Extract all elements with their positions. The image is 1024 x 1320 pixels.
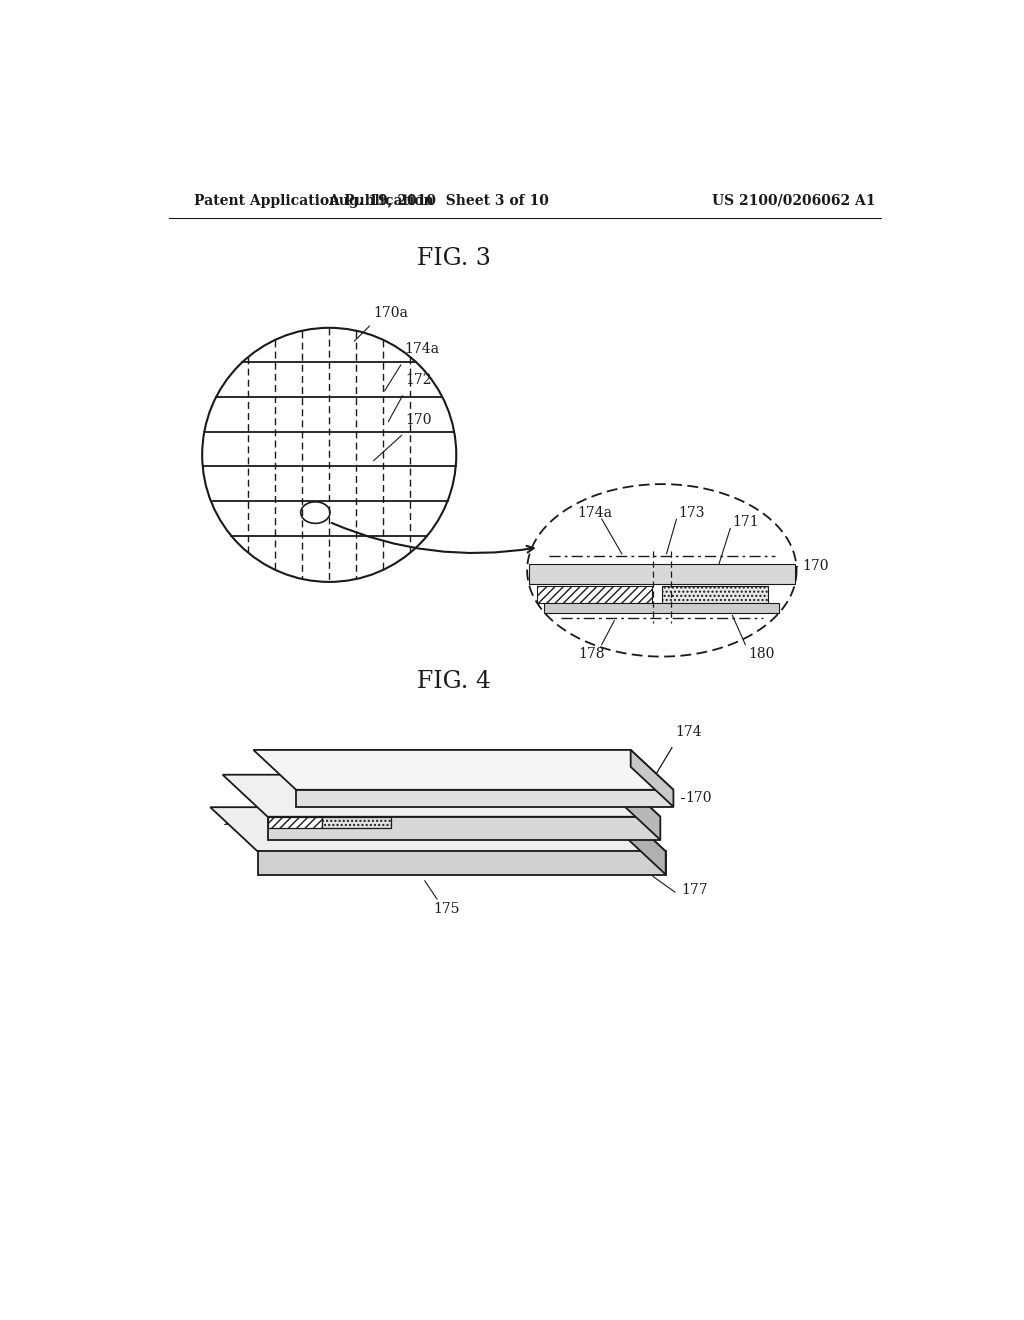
Bar bbox=[662, 586, 768, 603]
Text: 177: 177 bbox=[681, 883, 708, 896]
Text: 173: 173 bbox=[221, 813, 248, 828]
Text: 174: 174 bbox=[675, 725, 701, 739]
Text: 180: 180 bbox=[749, 647, 774, 660]
Text: 171: 171 bbox=[260, 837, 287, 850]
Polygon shape bbox=[258, 851, 666, 874]
Text: 172: 172 bbox=[406, 374, 432, 387]
Text: Patent Application Publication: Patent Application Publication bbox=[194, 194, 433, 207]
Polygon shape bbox=[210, 808, 666, 851]
Polygon shape bbox=[296, 789, 674, 807]
Polygon shape bbox=[618, 808, 666, 874]
Bar bbox=[537, 586, 652, 603]
Text: US 2100/0206062 A1: US 2100/0206062 A1 bbox=[712, 194, 876, 207]
Text: Aug. 19, 2010  Sheet 3 of 10: Aug. 19, 2010 Sheet 3 of 10 bbox=[328, 194, 549, 207]
Polygon shape bbox=[615, 775, 660, 840]
Text: FIG. 4: FIG. 4 bbox=[417, 671, 490, 693]
Text: 170: 170 bbox=[802, 560, 828, 573]
Polygon shape bbox=[222, 775, 660, 817]
Polygon shape bbox=[267, 817, 322, 829]
Text: 180: 180 bbox=[422, 849, 447, 862]
Polygon shape bbox=[322, 817, 391, 829]
Text: 175: 175 bbox=[433, 902, 460, 916]
Bar bbox=[528, 564, 795, 585]
Text: FIG. 3: FIG. 3 bbox=[417, 247, 490, 271]
Polygon shape bbox=[267, 817, 660, 840]
Polygon shape bbox=[631, 750, 674, 807]
Text: 171: 171 bbox=[733, 515, 760, 529]
Text: 174a: 174a bbox=[403, 342, 439, 356]
Text: 170: 170 bbox=[406, 413, 432, 428]
Text: 170a: 170a bbox=[373, 306, 408, 321]
Polygon shape bbox=[253, 750, 674, 789]
Text: 178: 178 bbox=[306, 853, 333, 866]
Text: 178: 178 bbox=[579, 647, 605, 660]
Text: 170: 170 bbox=[685, 791, 712, 804]
Text: 173: 173 bbox=[679, 506, 706, 520]
Text: 174a: 174a bbox=[578, 506, 612, 520]
Bar bbox=[545, 603, 779, 612]
